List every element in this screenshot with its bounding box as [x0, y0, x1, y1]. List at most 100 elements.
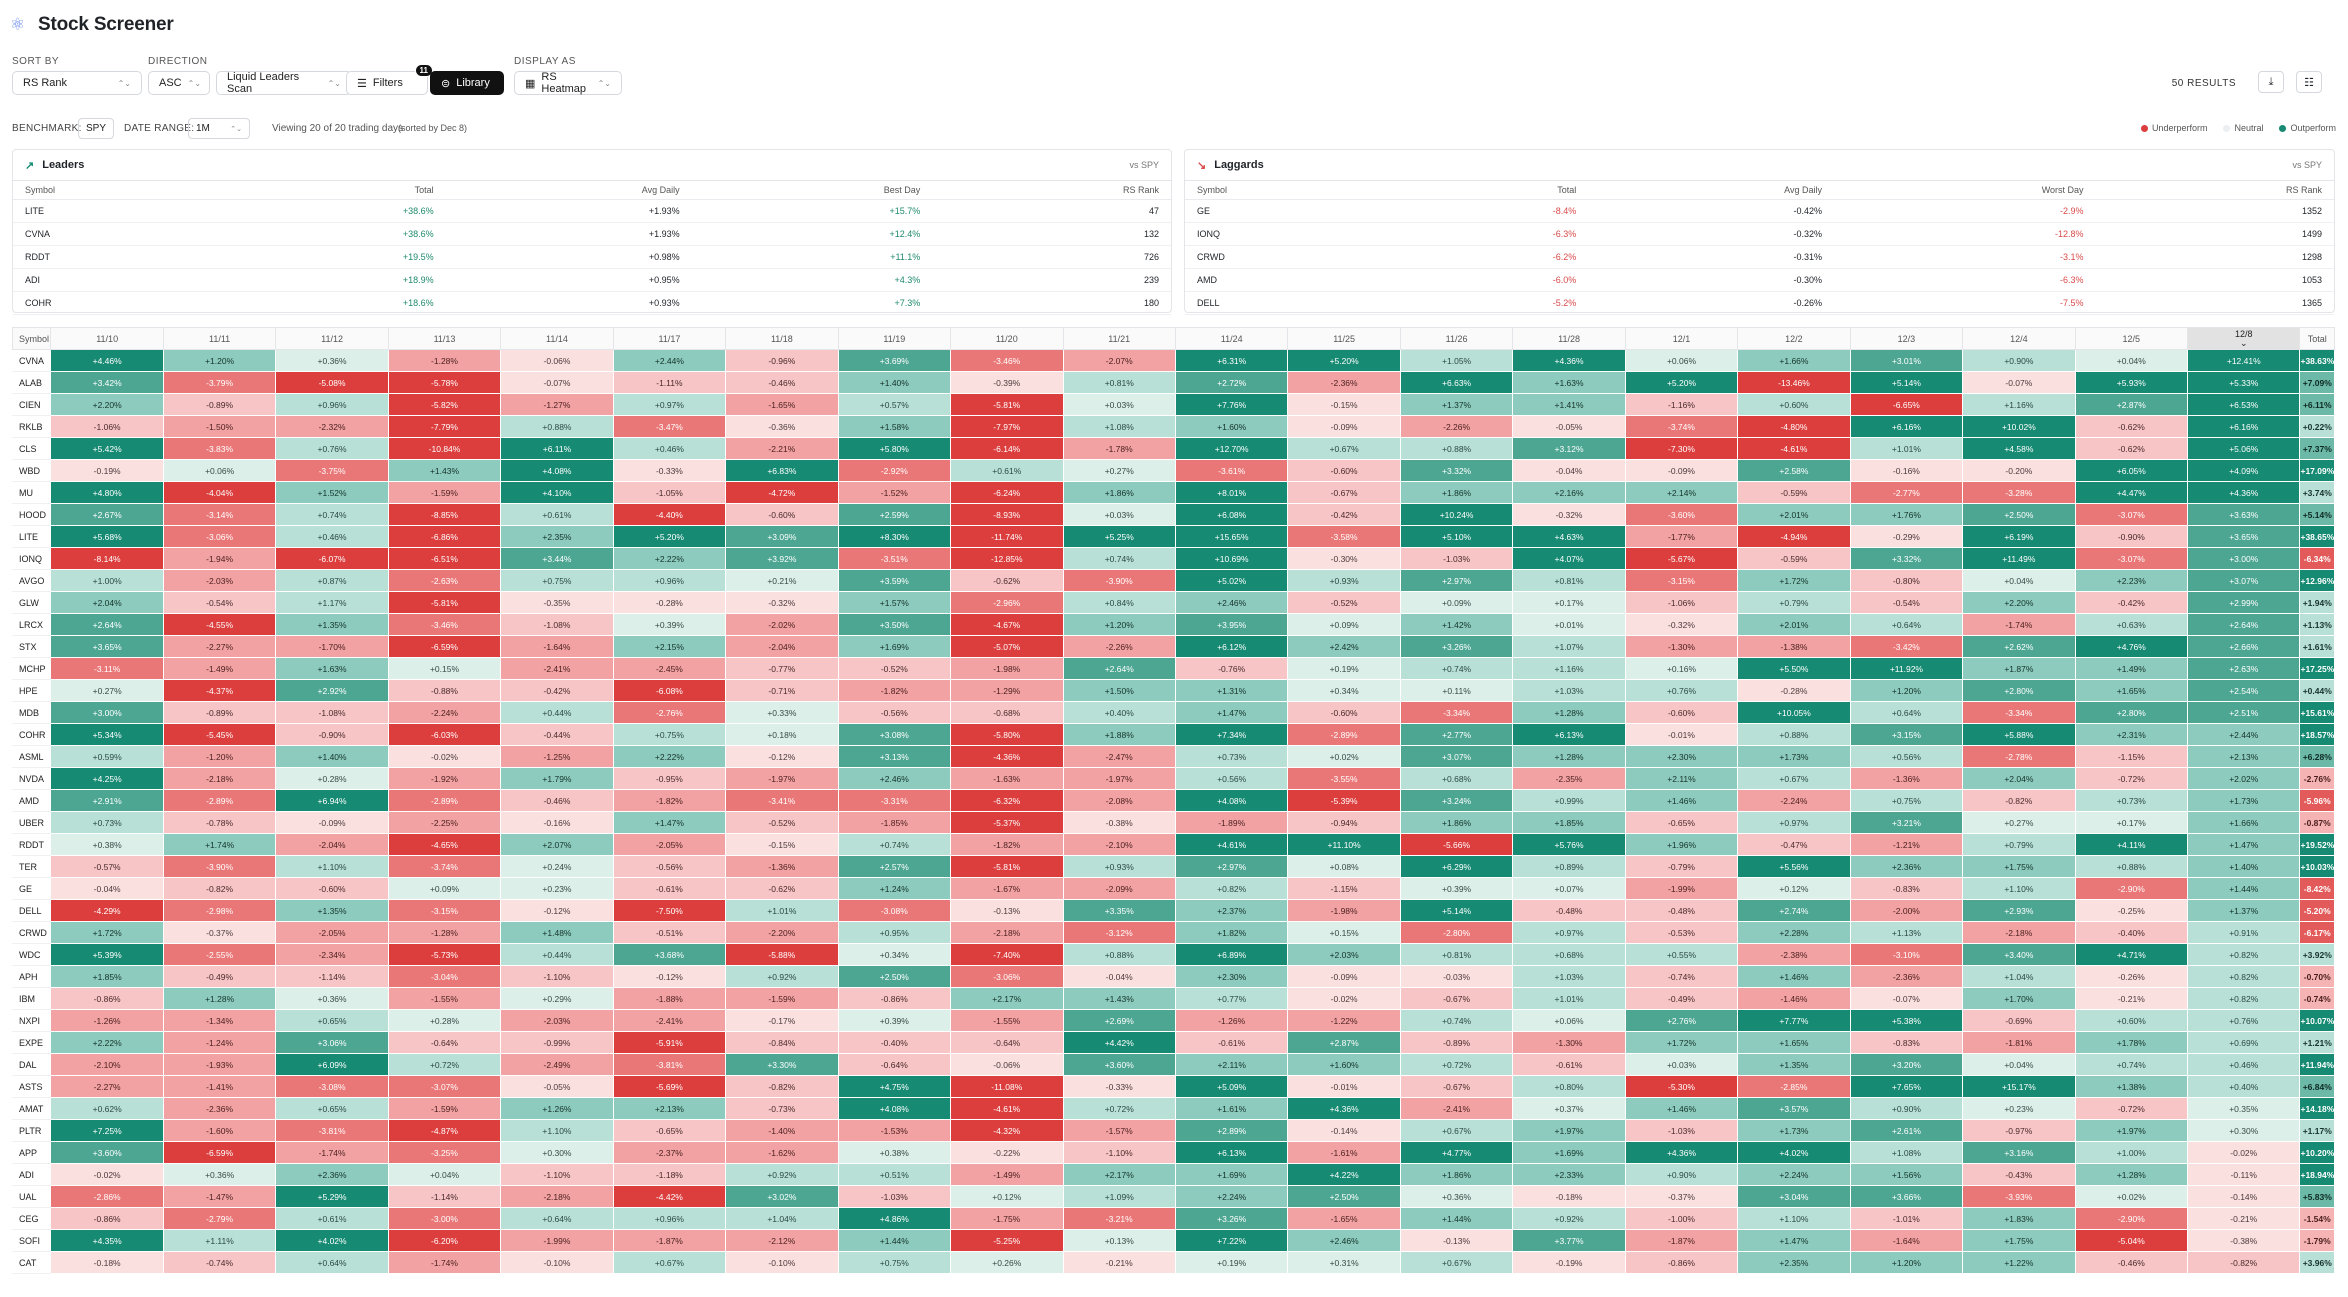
heat-cell[interactable]: -1.65% — [725, 393, 839, 416]
heat-cell[interactable]: +0.03% — [1062, 503, 1176, 526]
heat-cell[interactable]: +0.75% — [500, 569, 614, 592]
heat-cell[interactable]: -2.18% — [1962, 921, 2076, 944]
heat-cell[interactable]: +1.73% — [1737, 745, 1851, 768]
heat-cell[interactable]: -0.56% — [612, 855, 727, 878]
heat-cell[interactable]: -3.74% — [387, 855, 502, 878]
heat-cell[interactable]: +1.13% — [1849, 921, 1964, 944]
heat-cell[interactable]: -4.87% — [387, 1119, 502, 1142]
heat-cell[interactable]: -0.47% — [1737, 833, 1851, 856]
heat-cell[interactable]: +0.76% — [2187, 1009, 2301, 1032]
heat-cell[interactable]: -0.02% — [50, 1163, 164, 1186]
heat-cell[interactable]: +2.15% — [612, 635, 727, 658]
heat-cell[interactable]: -4.67% — [950, 613, 1064, 636]
heat-cell[interactable]: +5.33% — [2187, 371, 2301, 394]
heatmap-row[interactable]: MU +4.80% -4.04% +1.52% -1.59% +4.10% -1.05% -4… — [11, 481, 2335, 504]
heat-cell[interactable]: +1.87% — [1962, 657, 2076, 680]
heat-cell[interactable]: +0.65% — [275, 1097, 389, 1120]
heat-cell[interactable]: -4.72% — [725, 481, 839, 504]
heat-cell[interactable]: +3.20% — [1849, 1053, 1964, 1076]
heat-cell[interactable]: +0.88% — [1399, 437, 1514, 460]
row-symbol[interactable]: CLS — [11, 437, 52, 460]
heat-cell[interactable]: +0.36% — [275, 349, 389, 372]
heat-cell[interactable]: +2.35% — [1737, 1251, 1851, 1274]
heat-cell[interactable]: -1.82% — [950, 833, 1064, 856]
heat-cell[interactable]: +3.01% — [1849, 349, 1964, 372]
heat-cell[interactable]: +6.16% — [1849, 415, 1964, 438]
heatmap-row[interactable]: NVDA +4.25% -2.18% +0.28% -1.92% +1.79% -0.95%… — [11, 767, 2335, 790]
symbol-column-header[interactable]: Symbol — [11, 327, 52, 350]
heat-cell[interactable]: +0.04% — [387, 1163, 502, 1186]
heat-cell[interactable]: +0.90% — [1849, 1097, 1964, 1120]
heat-cell[interactable]: -0.82% — [162, 877, 277, 900]
heat-cell[interactable]: -0.43% — [1962, 1163, 2076, 1186]
heat-cell[interactable]: +4.46% — [50, 349, 164, 372]
heat-cell[interactable]: -2.05% — [275, 921, 389, 944]
heat-cell[interactable]: +1.47% — [1737, 1229, 1851, 1252]
row-symbol[interactable]: CIEN — [11, 393, 52, 416]
heat-cell[interactable]: -0.96% — [725, 349, 839, 372]
heat-cell[interactable]: +4.61% — [1174, 833, 1289, 856]
heat-cell[interactable]: -0.49% — [162, 965, 277, 988]
heat-cell[interactable]: +3.65% — [50, 635, 164, 658]
heat-cell[interactable]: +0.09% — [1287, 613, 1401, 636]
heat-cell[interactable]: +4.25% — [50, 767, 164, 790]
heat-cell[interactable]: +0.06% — [1512, 1009, 1626, 1032]
heat-cell[interactable]: +0.89% — [1512, 855, 1626, 878]
heat-cell[interactable]: +0.57% — [837, 393, 952, 416]
heat-cell[interactable]: +5.09% — [1174, 1075, 1289, 1098]
heat-cell[interactable]: -2.47% — [1062, 745, 1176, 768]
row-symbol[interactable]: MU — [11, 481, 52, 504]
heat-cell[interactable]: -0.60% — [725, 503, 839, 526]
heatmap-row[interactable]: ASML +0.59% -1.20% +1.40% -0.02% -1.25% +2.22%… — [11, 745, 2335, 768]
date-column-header[interactable]: 11/13 — [387, 327, 502, 350]
heat-cell[interactable]: +1.28% — [162, 987, 277, 1010]
heat-cell[interactable]: +1.66% — [1737, 349, 1851, 372]
heat-cell[interactable]: -0.35% — [500, 591, 614, 614]
date-column-header[interactable]: 11/17 — [612, 327, 727, 350]
heat-cell[interactable]: -1.36% — [725, 855, 839, 878]
heat-cell[interactable]: +12.70% — [1174, 437, 1289, 460]
heat-cell[interactable]: -1.99% — [500, 1229, 614, 1252]
heat-cell[interactable]: +2.58% — [1737, 459, 1851, 482]
heat-cell[interactable]: +2.11% — [1624, 767, 1739, 790]
heat-cell[interactable]: -0.60% — [1287, 701, 1401, 724]
row-symbol[interactable]: ALAB — [11, 371, 52, 394]
heat-cell[interactable]: -4.61% — [950, 1097, 1064, 1120]
heat-cell[interactable]: +0.02% — [2074, 1185, 2189, 1208]
heat-cell[interactable]: -0.86% — [837, 987, 952, 1010]
row-symbol[interactable]: CRWD — [11, 921, 52, 944]
heat-cell[interactable]: -0.07% — [1962, 371, 2076, 394]
heat-cell[interactable]: +1.75% — [1962, 855, 2076, 878]
heat-cell[interactable]: +1.60% — [1174, 415, 1289, 438]
heat-cell[interactable]: -0.06% — [500, 349, 614, 372]
heat-cell[interactable]: -1.29% — [950, 679, 1064, 702]
heat-cell[interactable]: +2.16% — [1512, 481, 1626, 504]
heat-cell[interactable]: +6.13% — [1174, 1141, 1289, 1164]
heat-cell[interactable]: -4.32% — [950, 1119, 1064, 1142]
heat-cell[interactable]: -1.03% — [1624, 1119, 1739, 1142]
laggards-row[interactable]: DELL -5.2% -0.26% -7.5% 1365 — [1185, 291, 2334, 315]
heat-cell[interactable]: -1.87% — [1624, 1229, 1739, 1252]
heatmap-row[interactable]: MDB +3.00% -0.89% -1.08% -2.24% +0.44% -2.76% +… — [11, 701, 2335, 724]
heat-cell[interactable]: +1.01% — [1849, 437, 1964, 460]
heat-cell[interactable]: +3.21% — [1849, 811, 1964, 834]
laggards-row[interactable]: IONQ -6.3% -0.32% -12.8% 1499 — [1185, 222, 2334, 246]
heat-cell[interactable]: +1.00% — [50, 569, 164, 592]
heatmap-row[interactable]: AMD +2.91% -2.89% +6.94% -2.89% -0.46% -1.82% -… — [11, 789, 2335, 812]
heat-cell[interactable]: -1.82% — [837, 679, 952, 702]
heat-cell[interactable]: -4.94% — [1737, 525, 1851, 548]
heatmap-row[interactable]: ADI -0.02% +0.36% +2.36% +0.04% -1.10% -1.18% +… — [11, 1163, 2335, 1186]
heat-cell[interactable]: +3.95% — [1174, 613, 1289, 636]
heat-cell[interactable]: -0.60% — [1624, 701, 1739, 724]
heat-cell[interactable]: +1.20% — [162, 349, 277, 372]
heat-cell[interactable]: +0.74% — [1062, 547, 1176, 570]
heat-cell[interactable]: -3.11% — [50, 657, 164, 680]
row-symbol[interactable]: UBER — [11, 811, 52, 834]
heat-cell[interactable]: -4.80% — [1737, 415, 1851, 438]
heat-cell[interactable]: -0.80% — [1849, 569, 1964, 592]
heat-cell[interactable]: +2.66% — [2187, 635, 2301, 658]
heat-cell[interactable]: +0.26% — [950, 1251, 1064, 1274]
heat-cell[interactable]: -0.32% — [725, 591, 839, 614]
heat-cell[interactable]: +0.93% — [1287, 569, 1401, 592]
date-column-header[interactable]: 11/28 — [1512, 327, 1626, 350]
